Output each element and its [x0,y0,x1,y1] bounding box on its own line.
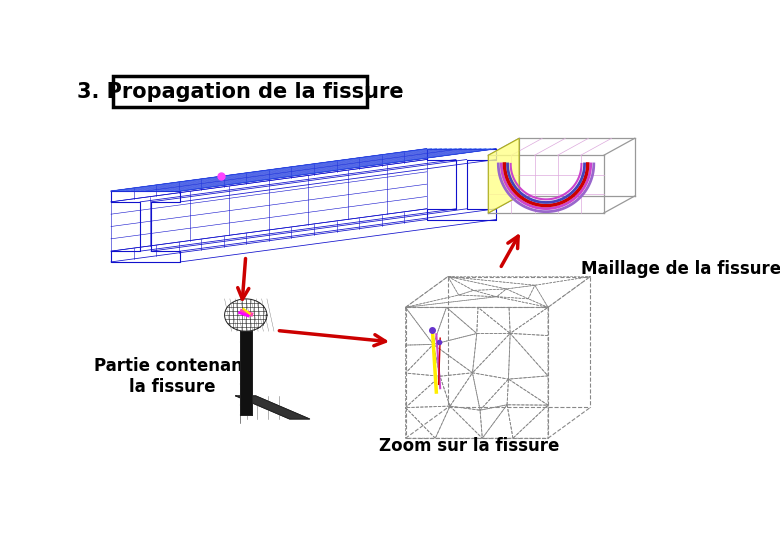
Polygon shape [239,331,252,415]
Text: Partie contenant
la fissure: Partie contenant la fissure [94,357,251,396]
Text: Zoom sur la fissure: Zoom sur la fissure [379,437,559,455]
Text: Maillage de la fissure: Maillage de la fissure [580,260,780,278]
Polygon shape [488,138,519,213]
FancyBboxPatch shape [113,76,367,107]
Polygon shape [111,148,496,191]
Text: 3. Propagation de la fissure: 3. Propagation de la fissure [77,82,404,102]
Polygon shape [236,396,310,419]
